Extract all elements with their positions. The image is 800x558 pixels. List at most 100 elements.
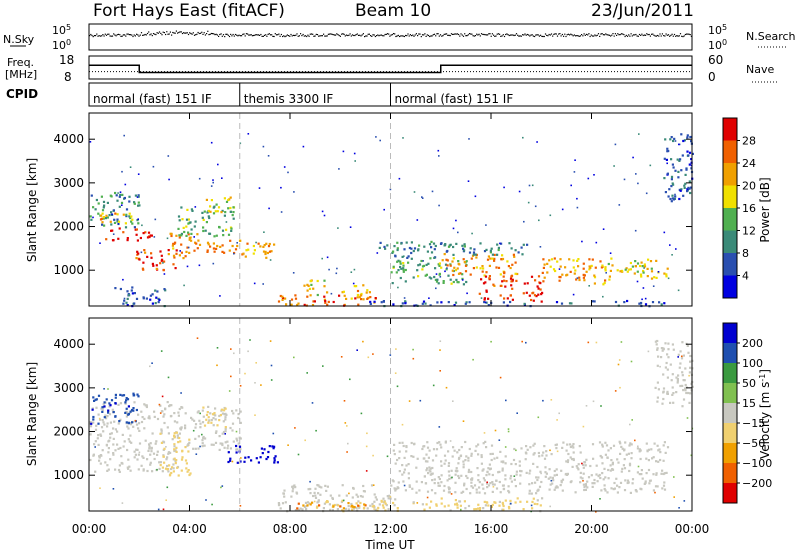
heatmap-cell (537, 451, 540, 455)
heatmap-cell (586, 486, 589, 489)
heatmap-cell (124, 401, 127, 404)
heatmap-cell (422, 457, 425, 460)
heatmap-speck (375, 136, 377, 138)
heatmap-cell (364, 504, 367, 507)
noise-point (210, 32, 212, 35)
heatmap-cell (169, 473, 172, 476)
heatmap-cell (655, 259, 658, 262)
heatmap-cell (582, 262, 585, 265)
noise-point (688, 33, 690, 35)
heatmap-cell (239, 460, 242, 463)
heatmap-cell (174, 241, 177, 244)
heatmap-speck (439, 349, 441, 351)
heatmap-speck (373, 508, 375, 510)
heatmap-cell (654, 340, 657, 343)
heatmap-cell (659, 451, 662, 454)
heatmap-cell (483, 500, 486, 503)
heatmap-cell (653, 276, 656, 279)
heatmap-cell (402, 267, 405, 270)
heatmap-cell (265, 256, 268, 259)
heatmap-cell (504, 499, 507, 502)
heatmap-cell (277, 300, 281, 303)
noise-point (607, 34, 609, 36)
heatmap-cell (522, 292, 525, 295)
heatmap-speck (219, 295, 221, 297)
heatmap-cell (224, 441, 227, 444)
heatmap-cell (532, 453, 535, 456)
noise-point (405, 34, 407, 37)
heatmap-cell (209, 412, 212, 415)
heatmap-speck (595, 511, 597, 513)
noise-point (402, 35, 404, 37)
noise-point (365, 35, 367, 37)
noise-point (225, 33, 227, 35)
heatmap-cell (593, 478, 596, 482)
heatmap-cell (424, 482, 427, 485)
heatmap-cell (501, 501, 504, 504)
heatmap-cell (672, 183, 675, 186)
noise-point (645, 34, 647, 36)
heatmap-cell (151, 470, 154, 473)
noise-point (355, 34, 357, 36)
heatmap-cell (171, 244, 174, 247)
heatmap-cell (273, 243, 276, 246)
heatmap-cell (437, 476, 440, 479)
heatmap-cell (114, 212, 117, 215)
heatmap-speck (210, 141, 213, 144)
noise-point (465, 35, 467, 37)
heatmap-cell (650, 448, 653, 451)
heatmap-cell (132, 394, 135, 397)
heatmap-cell (94, 470, 97, 473)
heatmap-cell (610, 487, 613, 490)
heatmap-cell (465, 455, 468, 458)
heatmap-cell (454, 481, 457, 484)
heatmap-cell (643, 482, 646, 485)
heatmap-cell (361, 495, 364, 498)
colorbar-segment (723, 253, 737, 276)
heatmap-cell (480, 462, 483, 465)
heatmap-cell (607, 468, 610, 472)
heatmap-cell (164, 467, 168, 470)
heatmap-cell (548, 259, 551, 262)
heatmap-cell (148, 417, 151, 420)
heatmap-cell (666, 446, 670, 449)
heatmap-cell (525, 445, 528, 448)
heatmap-cell (342, 290, 345, 293)
heatmap-cell (262, 250, 266, 253)
heatmap-cell (196, 411, 199, 414)
heatmap-cell (595, 464, 598, 467)
heatmap-cell (146, 458, 149, 461)
heatmap-cell (232, 211, 235, 214)
heatmap-cell (212, 242, 215, 245)
noise-point (172, 31, 174, 34)
heatmap-cell (283, 495, 286, 498)
heatmap-speck (669, 244, 671, 246)
heatmap-cell (158, 467, 161, 470)
heatmap-cell (682, 389, 685, 392)
heatmap-cell (671, 373, 674, 376)
heatmap-cell (411, 487, 414, 490)
heatmap-cell (263, 244, 266, 247)
heatmap-cell (181, 456, 184, 459)
heatmap-cell (542, 258, 545, 261)
heatmap-cell (154, 289, 157, 292)
heatmap-cell (308, 502, 311, 505)
heatmap-cell (433, 248, 436, 251)
heatmap-cell (515, 279, 518, 282)
heatmap-speck (231, 460, 234, 463)
heatmap-speck (121, 502, 124, 504)
noise-point (449, 35, 451, 37)
heatmap-speck (166, 237, 169, 240)
noise-point (630, 33, 632, 35)
heatmap-cell (567, 452, 570, 456)
heatmap-cell (626, 299, 629, 303)
heatmap-cell (461, 273, 464, 276)
noise-point (636, 35, 638, 37)
heatmap-speck (239, 142, 242, 145)
heatmap-cell (396, 248, 399, 252)
heatmap-cell (392, 250, 395, 253)
heatmap-cell (674, 169, 677, 172)
heatmap-cell (520, 470, 523, 473)
heatmap-cell (272, 447, 275, 450)
noise-point (604, 34, 606, 36)
